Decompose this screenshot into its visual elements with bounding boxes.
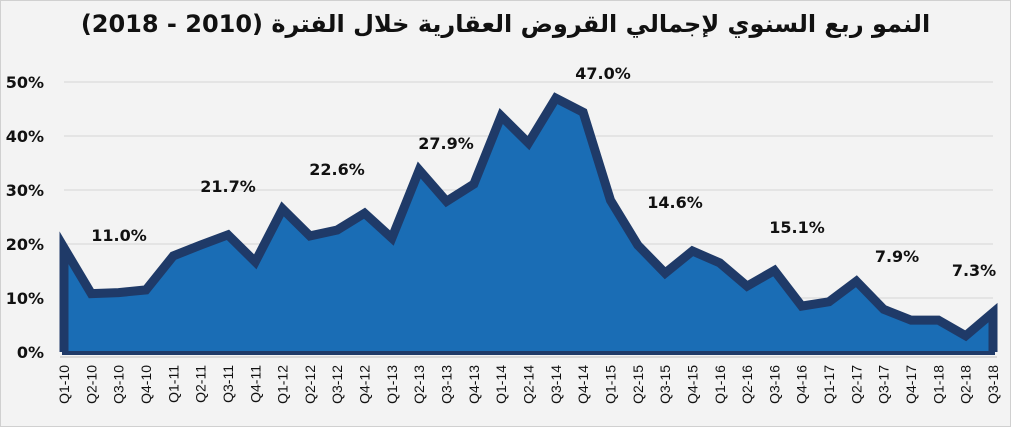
x-tick-label: Q3-18 (985, 365, 1001, 404)
x-tick-label: Q1-13 (384, 365, 400, 404)
y-axis: 0% 10% 20% 30% 40% 50% (6, 73, 44, 362)
data-label: 27.9% (418, 134, 474, 153)
data-area (59, 92, 998, 355)
x-tick-label: Q4-11 (247, 365, 263, 403)
area-fill (64, 98, 993, 352)
area-outline (59, 92, 998, 352)
x-tick-label: Q3-11 (220, 365, 236, 403)
data-label: 47.0% (575, 64, 631, 83)
x-tick-label: Q3-16 (766, 365, 782, 404)
y-tick-label: 30% (6, 181, 44, 200)
x-tick-label: Q3-12 (329, 365, 345, 404)
x-tick-label: Q1-12 (275, 365, 291, 404)
x-tick-label: Q4-16 (794, 365, 810, 404)
x-tick-label: Q2-17 (848, 365, 864, 404)
x-tick-label: Q3-10 (111, 365, 127, 404)
x-tick-label: Q2-13 (411, 365, 427, 404)
y-tick-label: 50% (6, 73, 44, 92)
x-tick-label: Q4-14 (575, 365, 591, 404)
y-tick-label: 10% (6, 289, 44, 308)
chart-title: النمو ربع السنوي لإجمالي القروض العقارية… (80, 10, 931, 38)
x-tick-label: Q1-18 (930, 365, 946, 404)
data-label: 14.6% (647, 193, 703, 212)
x-axis: Q1-10 Q2-10 Q3-10 Q4-10 Q1-11 Q2-11 Q3-11 Q4-11… (56, 356, 1001, 404)
x-tick-label: Q4-12 (357, 365, 373, 404)
x-tick-label: Q2-11 (193, 365, 209, 403)
data-label: 21.7% (200, 177, 256, 196)
data-label: 7.3% (952, 261, 996, 280)
x-tick-label: Q2-18 (958, 365, 974, 404)
x-tick-label: Q2-16 (739, 365, 755, 404)
x-tick-label: Q1-10 (56, 365, 72, 404)
x-tick-label: Q4-17 (903, 365, 919, 404)
data-label: 7.9% (875, 247, 919, 266)
y-tick-label: 40% (6, 127, 44, 146)
data-label: 11.0% (91, 226, 147, 245)
x-tick-label: Q1-16 (712, 365, 728, 404)
x-tick-label: Q1-14 (493, 365, 509, 404)
x-tick-label: Q1-11 (165, 365, 181, 403)
x-tick-label: Q3-14 (548, 365, 564, 404)
y-tick-label: 20% (6, 235, 44, 254)
data-labels: 11.0% 21.7% 22.6% 27.9% 47.0% 14.6% 15.1% 7.9% 7… (91, 64, 996, 280)
x-tick-label: Q2-12 (302, 365, 318, 404)
x-tick-label: Q2-14 (521, 365, 537, 404)
x-tick-label: Q3-17 (876, 365, 892, 404)
x-tick-label: Q3-13 (439, 365, 455, 404)
x-tick-label: Q4-13 (466, 365, 482, 404)
x-tick-label: Q1-17 (821, 365, 837, 404)
data-label: 15.1% (769, 218, 825, 237)
data-label: 22.6% (309, 160, 365, 179)
x-tick-label: Q4-10 (138, 365, 154, 404)
x-tick-label: Q3-15 (657, 365, 673, 404)
x-tick-label: Q2-15 (630, 365, 646, 404)
x-tick-label: Q1-15 (602, 365, 618, 404)
y-tick-label: 0% (17, 343, 44, 362)
x-tick-label: Q2-10 (83, 365, 99, 404)
x-tick-label: Q4-15 (684, 365, 700, 404)
